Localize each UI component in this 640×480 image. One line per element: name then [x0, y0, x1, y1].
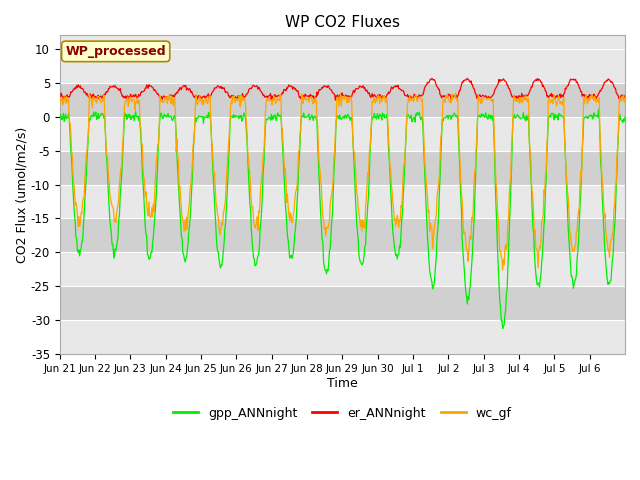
wc_gf — [452, 90, 460, 96]
wc_gf — [433, 212, 440, 218]
wc_gf — [254, 228, 262, 233]
wc_gf — [56, 99, 63, 105]
Legend: gpp_ANNnight, er_ANNnight, wc_gf: gpp_ANNnight, er_ANNnight, wc_gf — [168, 402, 517, 425]
gpp_ANNnight — [621, 114, 629, 120]
wc_gf — [122, 98, 130, 104]
gpp_ANNnight — [226, 121, 234, 127]
gpp_ANNnight — [122, 111, 130, 117]
er_ANNnight — [226, 95, 234, 101]
wc_gf — [226, 119, 234, 124]
wc_gf — [401, 162, 408, 168]
Bar — [60, 184, 625, 218]
er_ANNnight — [276, 93, 284, 99]
gpp_ANNnight — [56, 116, 63, 122]
gpp_ANNnight — [276, 113, 284, 119]
Line: wc_gf: wc_gf — [60, 93, 625, 270]
wc_gf — [276, 98, 284, 104]
gpp_ANNnight — [499, 326, 506, 332]
er_ANNnight — [463, 75, 471, 81]
Bar — [60, 320, 625, 354]
Bar — [60, 83, 625, 117]
er_ANNnight — [56, 96, 63, 102]
er_ANNnight — [122, 96, 130, 102]
Bar — [60, 151, 625, 184]
Bar — [60, 218, 625, 252]
er_ANNnight — [254, 86, 262, 92]
X-axis label: Time: Time — [327, 377, 358, 390]
Line: er_ANNnight: er_ANNnight — [60, 78, 625, 100]
Line: gpp_ANNnight: gpp_ANNnight — [60, 109, 625, 329]
Title: WP CO2 Fluxes: WP CO2 Fluxes — [285, 15, 400, 30]
Bar — [60, 117, 625, 151]
Text: WP_processed: WP_processed — [65, 45, 166, 58]
wc_gf — [621, 96, 629, 102]
Y-axis label: CO2 Flux (umol/m2/s): CO2 Flux (umol/m2/s) — [15, 127, 28, 263]
gpp_ANNnight — [254, 253, 262, 259]
er_ANNnight — [433, 84, 441, 89]
Bar — [60, 286, 625, 320]
wc_gf — [499, 267, 506, 273]
Bar — [60, 49, 625, 83]
er_ANNnight — [332, 97, 339, 103]
gpp_ANNnight — [595, 107, 602, 112]
Bar — [60, 252, 625, 286]
er_ANNnight — [621, 93, 629, 98]
gpp_ANNnight — [401, 164, 408, 169]
gpp_ANNnight — [433, 252, 440, 258]
er_ANNnight — [401, 93, 409, 98]
